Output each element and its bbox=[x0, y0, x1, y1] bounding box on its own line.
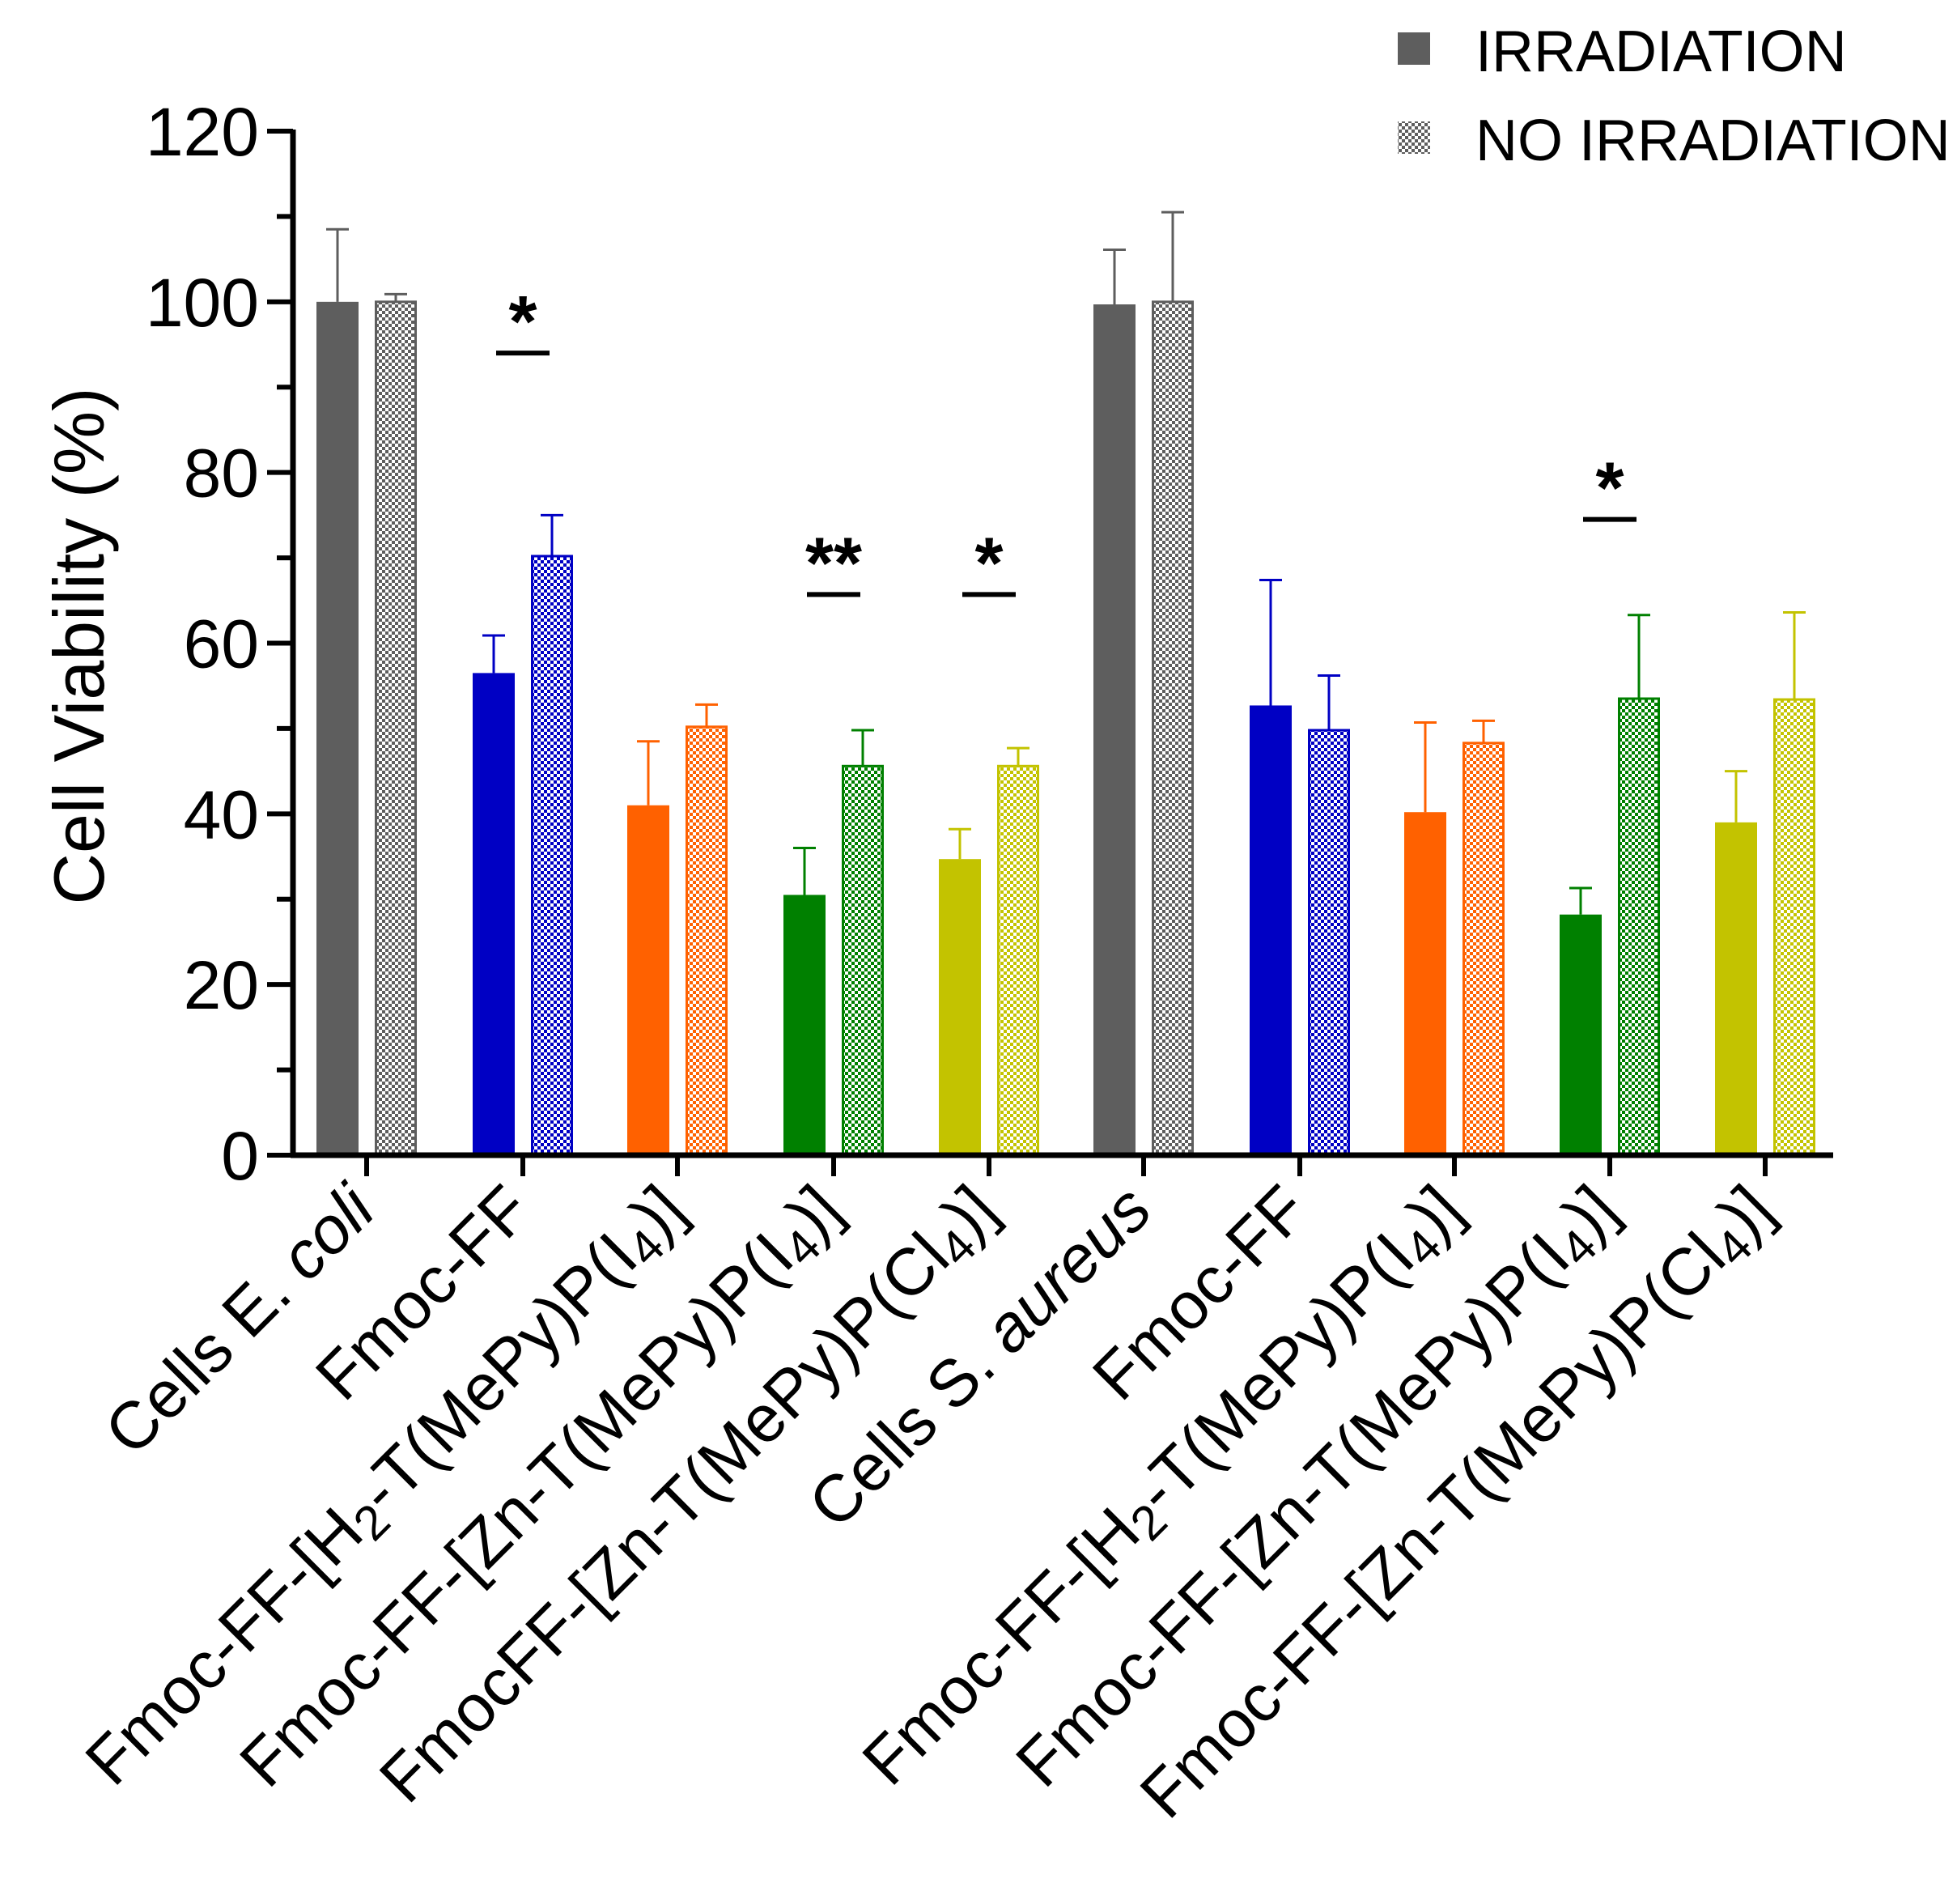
bar bbox=[1618, 697, 1660, 1157]
legend-swatch bbox=[1398, 32, 1430, 65]
bar bbox=[686, 725, 728, 1157]
y-tick-label: 40 bbox=[184, 776, 259, 852]
legend-label: NO IRRADIATION bbox=[1475, 108, 1951, 173]
y-tick-label: 80 bbox=[184, 436, 259, 512]
category-label-part: Cells E. bbox=[91, 1242, 317, 1468]
significance-label: * bbox=[1595, 448, 1624, 529]
bar bbox=[842, 764, 884, 1157]
y-tick-label: 20 bbox=[184, 947, 259, 1023]
bar bbox=[939, 859, 981, 1155]
bar bbox=[1093, 304, 1136, 1155]
legend-swatch bbox=[1398, 121, 1430, 154]
y-tick-label: 120 bbox=[146, 94, 259, 170]
y-tick-label: 60 bbox=[184, 606, 259, 682]
bar bbox=[783, 895, 826, 1155]
y-axis-label: Cell Viability (%) bbox=[39, 388, 119, 905]
bar bbox=[627, 805, 669, 1155]
bar bbox=[1404, 812, 1446, 1155]
bar bbox=[375, 300, 417, 1157]
bar bbox=[1152, 300, 1194, 1157]
significance-label: * bbox=[508, 282, 537, 363]
bar bbox=[473, 673, 515, 1155]
y-tick-label: 100 bbox=[146, 265, 259, 341]
category-label: Fmoc-FF-[H2-T(MePy)P(I4)] bbox=[72, 1171, 704, 1804]
legend-label: IRRADIATION bbox=[1475, 19, 1847, 84]
significance-label: * bbox=[974, 523, 1003, 604]
bar bbox=[531, 555, 573, 1157]
bar bbox=[997, 764, 1039, 1157]
significance-label: ** bbox=[805, 523, 862, 604]
bar bbox=[1308, 729, 1350, 1157]
bar bbox=[1715, 822, 1757, 1155]
bar bbox=[1560, 914, 1602, 1155]
plot-area: 0 20 40 60 80 100 120 Cell Viability (%) Cells E… bbox=[39, 19, 1951, 1832]
bar bbox=[316, 301, 359, 1155]
bar bbox=[1250, 705, 1292, 1155]
bar bbox=[1462, 742, 1505, 1157]
y-tick-label: 0 bbox=[221, 1118, 259, 1194]
bar bbox=[1773, 698, 1815, 1157]
